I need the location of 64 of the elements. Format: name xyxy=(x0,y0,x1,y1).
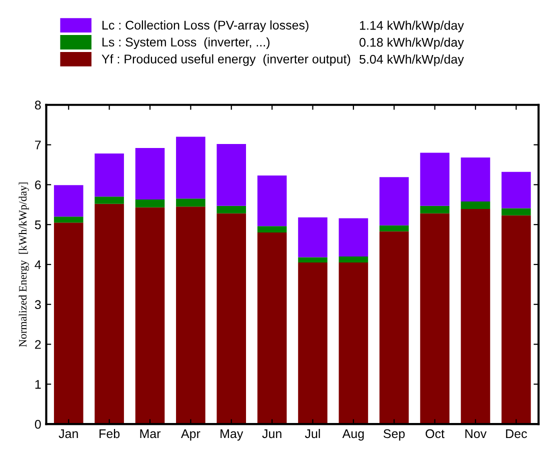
bar xyxy=(460,209,490,424)
bar xyxy=(338,218,368,256)
y-tick-label: 5 xyxy=(34,220,41,230)
bar xyxy=(54,222,84,424)
bar xyxy=(135,148,165,200)
bar xyxy=(257,176,287,226)
y-axis-title: Normalized Energy [kWh/kWp/day] xyxy=(18,182,29,347)
x-tick-label: Feb xyxy=(100,428,120,438)
bar xyxy=(338,262,368,424)
bar xyxy=(176,198,206,207)
x-tick-label: Apr xyxy=(180,429,200,441)
bar xyxy=(379,225,409,232)
bar xyxy=(379,231,409,424)
bar xyxy=(502,172,531,208)
bar xyxy=(420,206,450,214)
y-tick-label: 1 xyxy=(35,380,41,389)
y-tick-label: 0 xyxy=(34,420,41,429)
bar xyxy=(420,213,450,424)
x-tick-label: Jul xyxy=(304,428,320,438)
bar xyxy=(298,217,328,258)
y-tick-label: 6 xyxy=(35,180,41,190)
x-tick-label: Jun xyxy=(262,429,282,438)
text: 1.14 kWh/kWp/day xyxy=(360,20,464,32)
x-tick-label: May xyxy=(220,429,244,441)
bar xyxy=(257,232,287,424)
bar xyxy=(502,215,531,424)
x-tick-label: Jan xyxy=(58,429,78,438)
y-tick-label: 3 xyxy=(34,300,41,310)
y-tick-label: 4 xyxy=(34,260,42,270)
text: 5.04 kWh/kWp/day xyxy=(360,54,464,66)
x-tick-label: Aug xyxy=(342,429,364,441)
x-tick-label: Sep xyxy=(384,429,405,441)
bar xyxy=(216,144,246,206)
y-tick-label: 8 xyxy=(34,100,41,110)
bar xyxy=(54,216,84,223)
bar xyxy=(257,226,287,233)
x-tick-label: Oct xyxy=(426,429,444,438)
legend-label: Lc : Collection Loss (PV-array losses) xyxy=(102,20,308,32)
bar xyxy=(379,177,409,226)
bar xyxy=(460,201,490,210)
bar xyxy=(502,208,531,216)
bar xyxy=(298,262,328,424)
y-tick-label: 7 xyxy=(35,140,41,150)
x-tick-label: Dec xyxy=(506,429,527,438)
text: 0.18 kWh/kWp/day xyxy=(360,38,464,50)
bar xyxy=(460,158,490,202)
bar xyxy=(135,199,165,208)
x-tick-label: Mar xyxy=(140,429,161,438)
bar xyxy=(94,204,124,424)
bar xyxy=(135,207,165,424)
bar xyxy=(176,206,206,424)
x-tick-label: Nov xyxy=(465,429,487,438)
bar xyxy=(94,154,124,197)
bar xyxy=(54,185,84,217)
bar xyxy=(298,257,328,262)
bar xyxy=(216,213,246,424)
bar xyxy=(176,136,206,199)
bar xyxy=(338,256,368,262)
bar xyxy=(420,152,450,206)
legend-label: Ls : System Loss (inverter, ...) xyxy=(102,37,270,49)
legend-label: Yf : Produced useful energy (inverter output) xyxy=(102,54,350,66)
y-tick-label: 2 xyxy=(35,340,41,349)
bar xyxy=(94,196,124,204)
bar xyxy=(216,206,246,214)
